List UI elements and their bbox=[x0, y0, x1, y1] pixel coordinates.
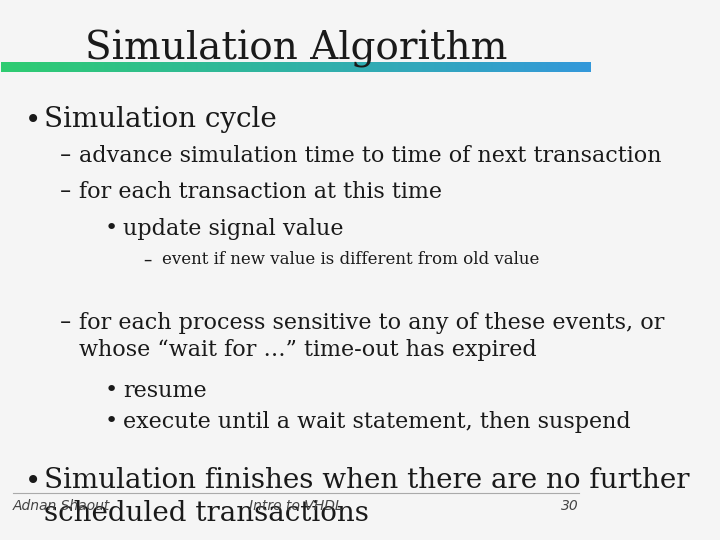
Text: –: – bbox=[143, 251, 151, 269]
Text: for each process sensitive to any of these events, or
whose “wait for …” time-ou: for each process sensitive to any of the… bbox=[79, 312, 665, 361]
Text: •: • bbox=[104, 218, 118, 238]
Text: •: • bbox=[25, 467, 41, 495]
Text: Simulation cycle: Simulation cycle bbox=[44, 106, 276, 133]
Text: –: – bbox=[60, 312, 71, 332]
Text: Intro to VHDL: Intro to VHDL bbox=[249, 499, 343, 513]
Text: •: • bbox=[25, 106, 41, 134]
Text: Adnan Shaout: Adnan Shaout bbox=[13, 499, 111, 513]
Text: –: – bbox=[60, 181, 71, 201]
Text: resume: resume bbox=[123, 380, 207, 402]
Text: •: • bbox=[104, 380, 118, 400]
Text: Simulation finishes when there are no further
scheduled transactions: Simulation finishes when there are no fu… bbox=[44, 467, 689, 527]
Text: •: • bbox=[104, 411, 118, 431]
Text: event if new value is different from old value: event if new value is different from old… bbox=[162, 251, 539, 268]
Text: execute until a wait statement, then suspend: execute until a wait statement, then sus… bbox=[123, 411, 631, 433]
Text: update signal value: update signal value bbox=[123, 218, 344, 240]
Text: Simulation Algorithm: Simulation Algorithm bbox=[85, 30, 508, 68]
Text: –: – bbox=[60, 145, 71, 165]
Text: advance simulation time to time of next transaction: advance simulation time to time of next … bbox=[79, 145, 662, 167]
Text: 30: 30 bbox=[562, 499, 579, 513]
Text: for each transaction at this time: for each transaction at this time bbox=[79, 181, 442, 204]
